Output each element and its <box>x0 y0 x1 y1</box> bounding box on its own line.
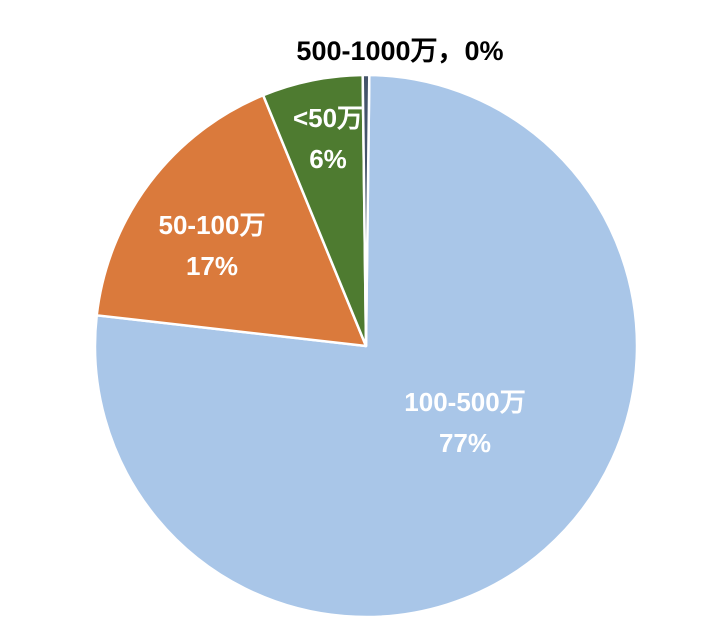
pie-slice-1 <box>95 94 368 348</box>
pie-slice-3 <box>361 73 371 348</box>
